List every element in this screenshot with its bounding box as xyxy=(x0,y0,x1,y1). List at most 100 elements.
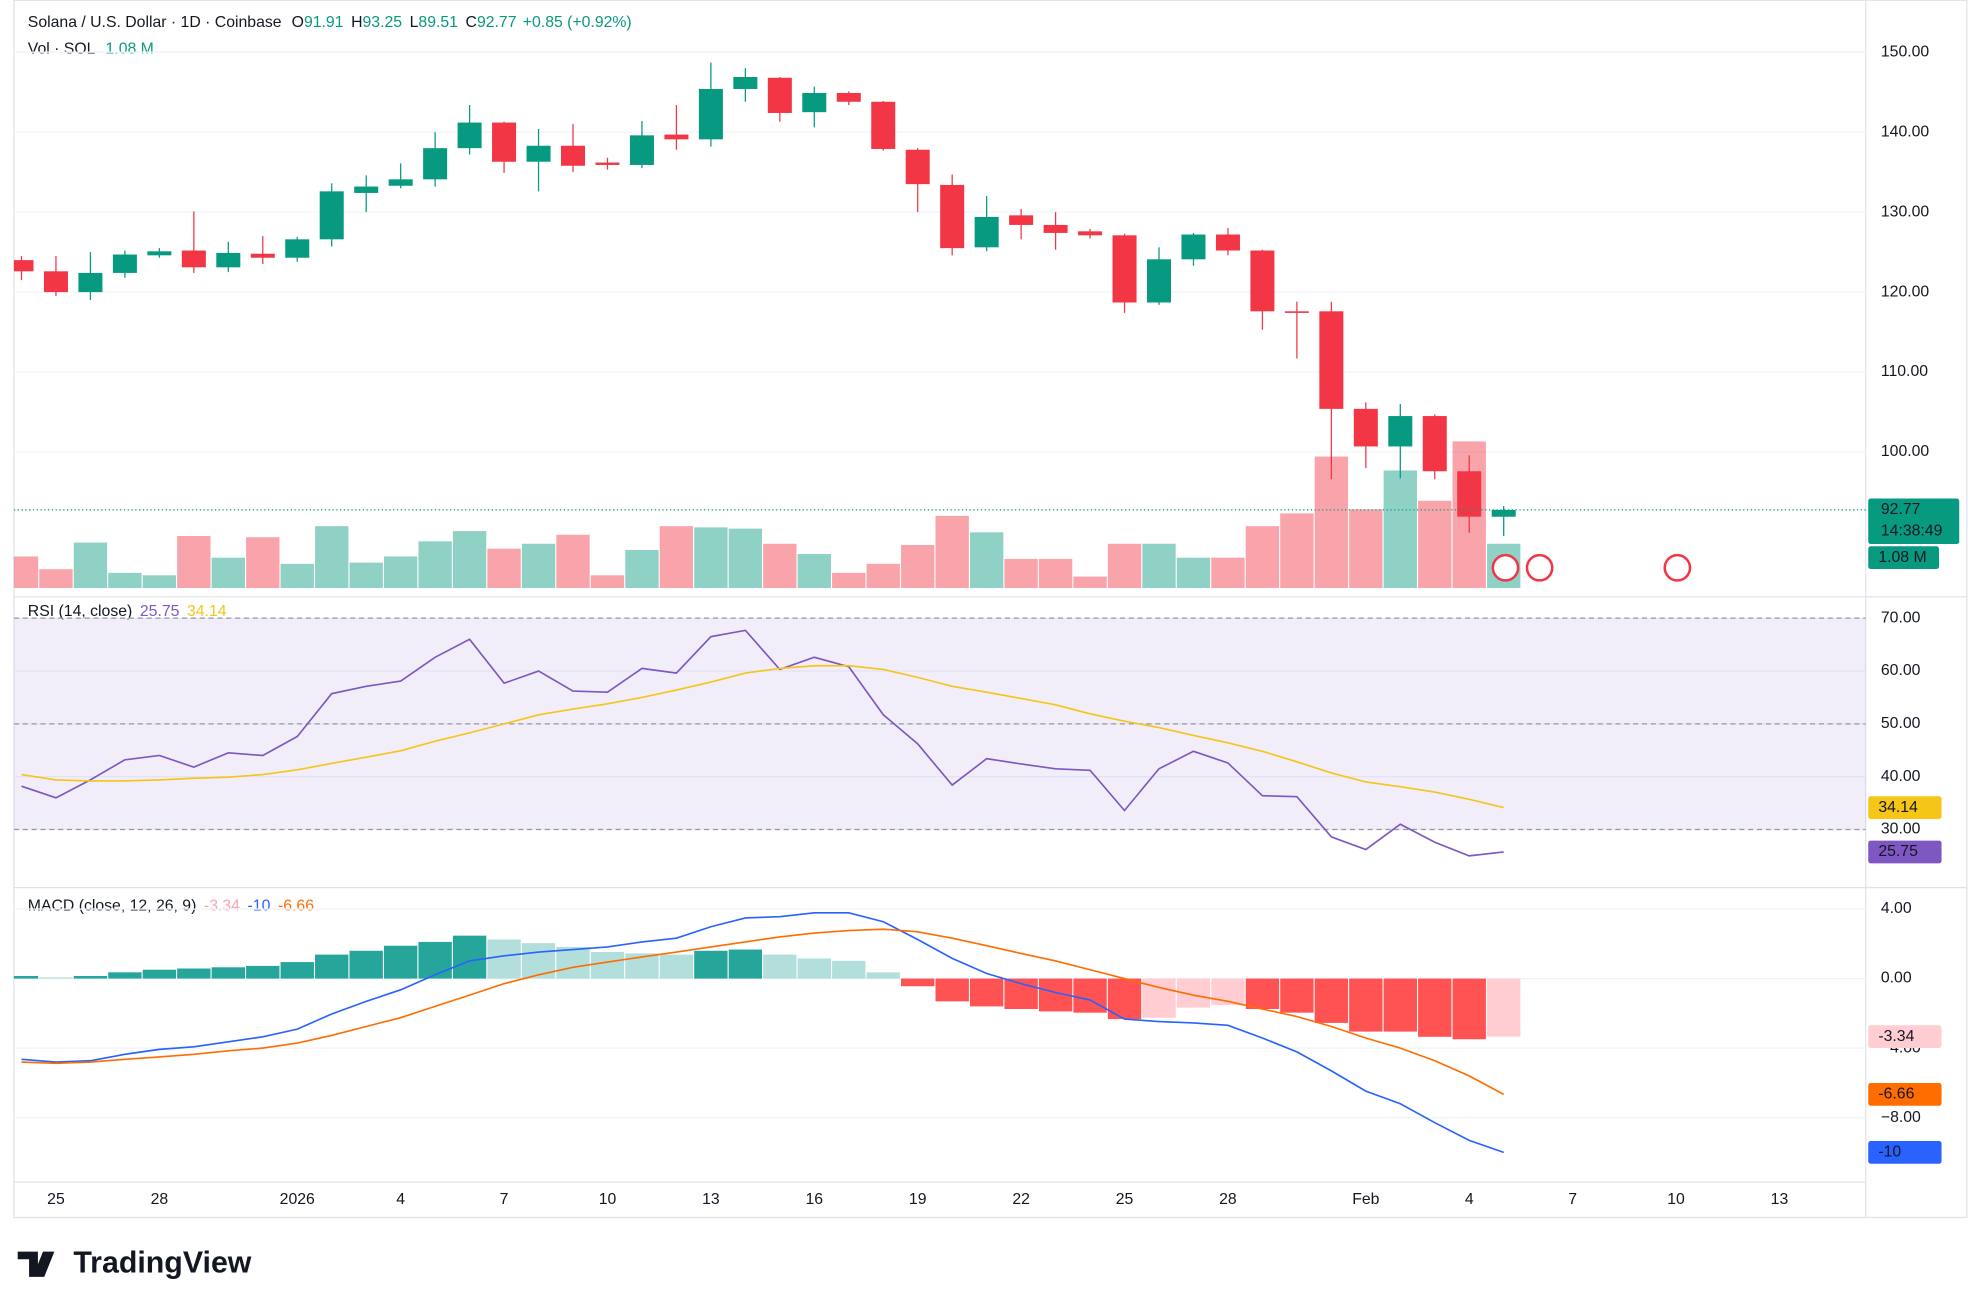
symbol-title: Solana / U.S. Dollar · 1D · Coinbase xyxy=(28,14,282,31)
y-tick-label: −8.00 xyxy=(1881,1109,1921,1126)
volume-bar xyxy=(866,563,900,589)
volume-bar xyxy=(1349,509,1383,589)
histogram-bar xyxy=(797,958,831,979)
event-icon[interactable] xyxy=(1491,553,1520,582)
histogram-bar xyxy=(1245,978,1280,1010)
y-tick-label: 70.00 xyxy=(1881,609,1921,626)
volume-bar xyxy=(1418,500,1452,589)
candle-body xyxy=(250,253,275,258)
x-tick-label: 22 xyxy=(1012,1191,1030,1208)
countdown-label: 14:38:49 xyxy=(1881,523,1943,540)
x-tick-label: 25 xyxy=(47,1191,65,1208)
histogram-bar xyxy=(1383,978,1417,1032)
event-icon[interactable] xyxy=(1663,553,1692,582)
y-tick-label: 30.00 xyxy=(1881,821,1921,838)
y-tick-label: 110.00 xyxy=(1881,363,1928,380)
x-tick-label: 28 xyxy=(151,1191,169,1208)
ohlc-value: 89.51 xyxy=(418,14,458,31)
candle-body xyxy=(181,250,206,268)
histogram-bar xyxy=(521,943,556,979)
candle-body xyxy=(216,252,241,268)
candle-body xyxy=(905,149,930,185)
histogram-bar xyxy=(1452,978,1486,1040)
volume-bar xyxy=(659,526,694,589)
histogram-bar xyxy=(866,972,900,979)
volume-bar xyxy=(556,534,590,589)
histogram-bar xyxy=(383,945,418,979)
histogram-bar xyxy=(487,939,521,979)
candle-body xyxy=(1250,250,1275,312)
x-tick-label: 13 xyxy=(702,1191,720,1208)
candle-body xyxy=(767,77,792,113)
volume-bar xyxy=(901,545,935,589)
badge-label: 25.75 xyxy=(1878,843,1918,860)
x-tick-label: 7 xyxy=(500,1191,509,1208)
candle-body xyxy=(285,239,310,258)
candle-body xyxy=(457,122,482,149)
volume-bar xyxy=(625,549,659,589)
candle-body xyxy=(1112,235,1137,303)
volume-badge-label: 1.08 M xyxy=(1878,549,1926,566)
volume-bar xyxy=(246,537,280,589)
volume-bar xyxy=(418,541,452,589)
x-tick-label: Feb xyxy=(1352,1191,1379,1208)
x-tick-label: 19 xyxy=(909,1191,927,1208)
candle-body xyxy=(526,145,551,162)
histogram-bar xyxy=(1349,978,1383,1032)
candle-body xyxy=(802,92,827,113)
histogram-bar xyxy=(280,962,314,979)
volume-bar xyxy=(13,556,39,589)
volume-bar xyxy=(349,562,383,589)
histogram-bar xyxy=(39,977,73,979)
candle-body xyxy=(733,76,758,89)
price-header: Solana / U.S. Dollar · 1D · Coinbase O91.… xyxy=(28,14,632,31)
badge-label: -10 xyxy=(1878,1144,1901,1161)
histogram-bar xyxy=(1073,978,1107,1013)
histogram-bar xyxy=(418,941,452,979)
histogram-bar xyxy=(728,949,763,979)
volume-bar xyxy=(969,532,1004,589)
histogram-bar xyxy=(246,965,280,979)
ohlc-value: 92.77 xyxy=(477,14,517,31)
volume-bar xyxy=(1176,557,1211,589)
y-tick-label: 50.00 xyxy=(1881,715,1921,732)
volume-bar xyxy=(832,572,866,589)
histogram-bar xyxy=(452,935,487,979)
x-tick-label: 4 xyxy=(1465,1191,1474,1208)
volume-value: 1.08 M xyxy=(106,41,154,58)
histogram-bar xyxy=(935,978,969,1002)
ohlc-label: C xyxy=(466,14,477,31)
event-icon[interactable] xyxy=(1525,553,1554,582)
volume-bar xyxy=(1142,543,1176,589)
rsi-title: RSI (14, close) xyxy=(28,603,132,620)
volume-bar xyxy=(73,542,108,589)
candle-body xyxy=(423,148,448,180)
candle-body xyxy=(492,122,517,162)
x-tick-label: 25 xyxy=(1116,1191,1134,1208)
badge-label: 34.14 xyxy=(1878,799,1918,816)
candle-body xyxy=(112,254,137,273)
indicator-line xyxy=(21,928,1505,1096)
brand-name: TradingView xyxy=(73,1246,251,1279)
candle-body xyxy=(940,184,965,249)
event-markers xyxy=(1491,553,1692,582)
candle-body xyxy=(1353,408,1378,447)
volume-bar xyxy=(1383,470,1417,589)
y-tick-label: 130.00 xyxy=(1881,203,1930,220)
frame xyxy=(13,0,1968,1219)
volume-bar xyxy=(1073,576,1107,589)
ohlc-value: 91.91 xyxy=(304,14,344,31)
badge-label: -6.66 xyxy=(1878,1086,1914,1103)
candle-body xyxy=(1215,234,1240,251)
volume-bar xyxy=(487,548,521,589)
value-badge xyxy=(1868,840,1942,864)
candle-body xyxy=(388,179,413,186)
volume-bar xyxy=(177,535,211,589)
y-tick-label: 120.00 xyxy=(1881,283,1930,300)
ohlc-value: 93.25 xyxy=(363,14,403,31)
candle-body xyxy=(698,88,723,140)
histogram-bar xyxy=(659,954,694,979)
indicator-line xyxy=(21,629,1504,857)
candle-body xyxy=(1491,509,1516,517)
